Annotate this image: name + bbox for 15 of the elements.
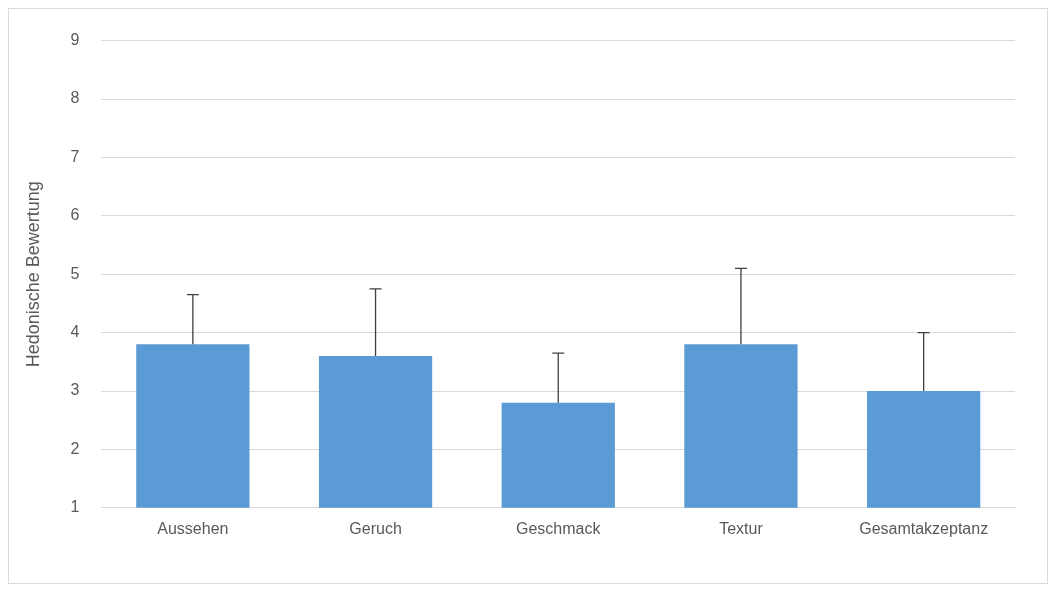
x-tick-label: Geruch bbox=[349, 519, 402, 537]
x-tick-label: Geschmack bbox=[516, 519, 602, 537]
y-tick-label: 3 bbox=[70, 381, 80, 399]
y-tick-label: 1 bbox=[70, 498, 80, 516]
y-tick-label: 8 bbox=[70, 89, 80, 107]
y-tick-label: 7 bbox=[70, 147, 80, 165]
y-axis-title: Hedonische Bewertung bbox=[22, 181, 43, 368]
x-tick-label: Textur bbox=[719, 519, 764, 537]
y-tick-label: 5 bbox=[70, 264, 80, 282]
y-tick-label: 4 bbox=[70, 323, 80, 341]
x-tick-label: Gesamtakzeptanz bbox=[859, 519, 989, 537]
x-tick-label: Aussehen bbox=[157, 519, 229, 537]
y-tick-label: 2 bbox=[70, 439, 80, 457]
y-tick-label: 6 bbox=[70, 206, 80, 224]
y-tick-label: 9 bbox=[70, 31, 80, 49]
